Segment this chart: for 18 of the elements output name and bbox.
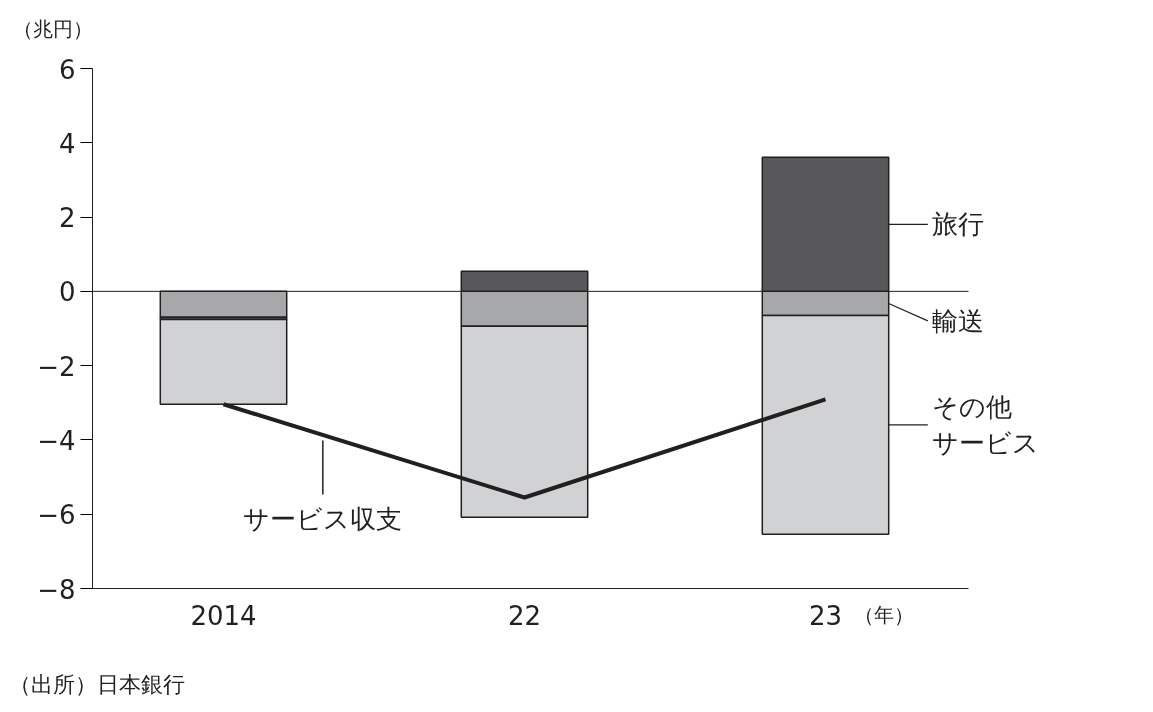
y-tick-label: −4 [37, 425, 76, 456]
y-tick-label: −2 [37, 351, 76, 382]
legend-label: その他サービス [931, 391, 1039, 458]
y-tick-label: 0 [58, 277, 76, 308]
legend-label: 輸送 [931, 305, 984, 336]
legend-label: 旅行 [931, 209, 984, 240]
series-label: サービス収支 [243, 504, 403, 535]
y-tick-label: 2 [58, 203, 76, 234]
y-tick-label: −6 [37, 500, 76, 531]
y-tick-label: 6 [58, 54, 76, 85]
y-tick-label: −8 [37, 574, 76, 605]
x-tick-label: 2014 [190, 600, 257, 631]
text: （出所）日本銀行 [8, 671, 185, 697]
x-tick-label: 22 [507, 600, 542, 631]
x-axis-title: （年） [853, 602, 914, 627]
y-tick-label: 4 [58, 128, 76, 159]
x-tick-label: 23 [808, 600, 843, 631]
y-axis-title: （兆円） [12, 16, 93, 41]
